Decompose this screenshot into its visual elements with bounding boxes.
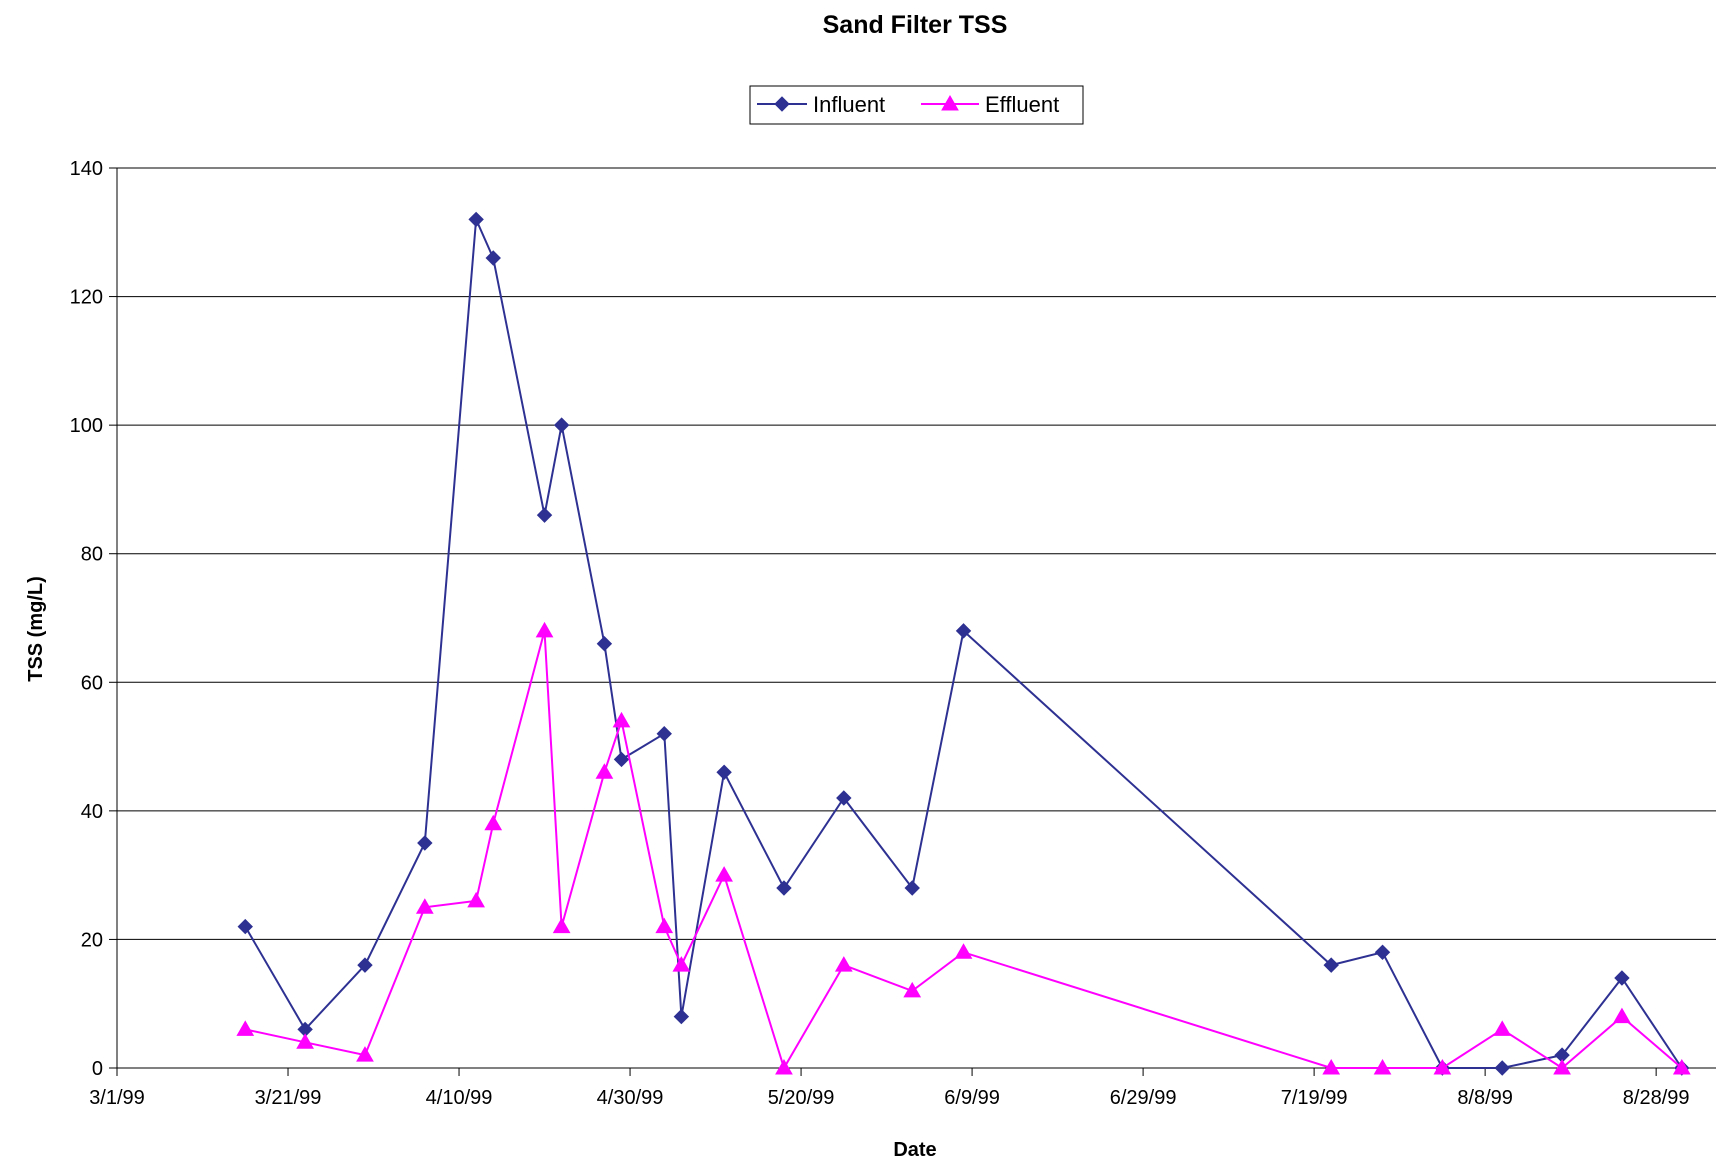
legend-label: Effluent xyxy=(985,92,1059,117)
x-tick-label: 3/1/99 xyxy=(89,1087,145,1109)
influent-point xyxy=(553,417,570,433)
y-tick-label: 60 xyxy=(81,672,103,694)
effluent-point xyxy=(1613,1007,1631,1024)
effluent-point xyxy=(1433,1058,1452,1075)
influent-point xyxy=(596,636,613,652)
influent-point xyxy=(468,211,484,228)
influent-point xyxy=(1614,970,1630,986)
effluent-point xyxy=(415,898,434,914)
effluent-point xyxy=(834,956,853,972)
x-axis-title: Date xyxy=(893,1139,936,1161)
influent-point xyxy=(237,918,253,935)
effluent-point xyxy=(535,621,554,638)
influent-point xyxy=(716,764,732,780)
effluent-point xyxy=(296,1033,314,1049)
gridlines xyxy=(117,167,1716,940)
influent-point xyxy=(776,880,792,896)
legend-item-effluent: Effluent xyxy=(921,92,1059,117)
influent-point xyxy=(1494,1060,1510,1076)
x-tick-label: 6/9/99 xyxy=(944,1087,1000,1109)
effluent-line xyxy=(245,630,1683,1071)
influent-point xyxy=(536,507,553,523)
effluent-point xyxy=(954,943,973,959)
influent-point xyxy=(673,1008,690,1025)
axes: 0 20 40 60 80 100 120 140 3/1/99 3/21/99 4/10/99 4/… xyxy=(70,158,1716,1109)
series xyxy=(236,211,1691,1076)
y-tick-label: 140 xyxy=(70,158,103,180)
x-tick-label: 7/19/99 xyxy=(1281,1087,1348,1109)
influent-point xyxy=(955,623,972,639)
y-tick-label: 100 xyxy=(70,415,103,437)
influent-line xyxy=(244,218,1683,1069)
effluent-point xyxy=(775,1058,793,1075)
effluent-point xyxy=(715,866,733,882)
y-tick-label: 20 xyxy=(81,929,103,951)
x-tick-label: 4/30/99 xyxy=(597,1087,664,1109)
effluent-point xyxy=(672,956,691,972)
y-tick-label: 40 xyxy=(81,801,103,823)
legend-label: Influent xyxy=(813,92,885,117)
influent-point xyxy=(1374,944,1391,960)
series-influent xyxy=(237,211,1690,1076)
influent-point xyxy=(357,957,373,973)
x-tick-label: 6/29/99 xyxy=(1110,1087,1177,1109)
effluent-point xyxy=(612,711,631,728)
influent-point xyxy=(485,250,501,266)
effluent-point xyxy=(236,1020,255,1036)
y-tick-label: 80 xyxy=(81,544,103,566)
y-tick-label: 0 xyxy=(92,1058,103,1080)
y-tick-label: 120 xyxy=(70,287,103,309)
effluent-point xyxy=(467,891,485,908)
effluent-point xyxy=(1373,1058,1392,1075)
influent-point xyxy=(1323,957,1339,973)
x-tick-label: 4/10/99 xyxy=(426,1087,493,1109)
y-axis-title: TSS (mg/L) xyxy=(25,576,47,682)
influent-point xyxy=(656,726,672,742)
influent-point xyxy=(417,835,433,851)
legend-swatch-marker xyxy=(941,94,959,111)
x-tick-label: 8/28/99 xyxy=(1623,1087,1690,1109)
x-tick-label: 3/21/99 xyxy=(255,1087,322,1109)
effluent-point xyxy=(552,917,571,934)
series-effluent xyxy=(236,621,1691,1075)
effluent-point xyxy=(1553,1058,1571,1075)
effluent-point xyxy=(903,981,922,998)
legend: Influent Effluent xyxy=(749,85,1084,125)
effluent-point xyxy=(655,917,674,934)
legend-swatch-marker xyxy=(774,96,790,112)
effluent-point xyxy=(356,1046,374,1062)
effluent-point xyxy=(1672,1058,1691,1075)
influent-point xyxy=(836,790,852,806)
legend-item-influent: Influent xyxy=(757,92,885,117)
chart-title: Sand Filter TSS xyxy=(823,11,1008,39)
influent-point xyxy=(904,880,920,896)
effluent-point xyxy=(1493,1020,1512,1036)
x-tick-label: 8/8/99 xyxy=(1457,1087,1513,1109)
effluent-point xyxy=(595,763,614,779)
influent-point xyxy=(613,751,630,768)
effluent-point xyxy=(484,814,503,831)
x-tick-label: 5/20/99 xyxy=(768,1087,835,1109)
effluent-point xyxy=(1322,1058,1341,1075)
